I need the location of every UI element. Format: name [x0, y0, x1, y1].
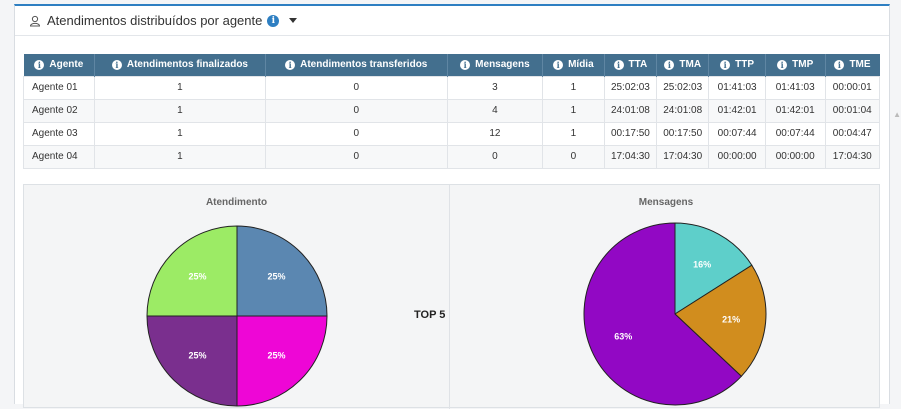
info-icon: i: [777, 60, 788, 71]
cell-midia: 1: [542, 98, 605, 123]
col-midia[interactable]: i Mídia: [542, 54, 605, 76]
table-row: Agente 04 1 0 0 0 17:04:30 17:04:30 00:0…: [22, 144, 881, 169]
cell-mensagens: 3: [446, 75, 544, 100]
cell-tta: 24:01:08: [603, 98, 658, 123]
pie-slice-label: 63%: [614, 331, 632, 341]
cell-tma: 00:17:50: [656, 121, 710, 146]
pie-slice[interactable]: [146, 315, 238, 407]
col-tta[interactable]: i TTA: [604, 54, 658, 76]
cell-tta: 00:17:50: [603, 121, 658, 146]
pie-slice-label: 25%: [267, 272, 285, 282]
top-5-label: TOP 5: [414, 309, 446, 321]
cell-finalizados: 1: [94, 98, 266, 123]
info-icon: i: [34, 60, 45, 71]
cell-ttp: 01:41:03: [708, 75, 766, 100]
agents-table: i Agente i Atendimentos finalizados i Atend…: [22, 54, 881, 169]
panel-title: Atendimentos distribuídos por agente: [47, 13, 263, 28]
col-mensagens[interactable]: i Mensagens: [447, 54, 544, 76]
pie-slice-label: 25%: [189, 350, 207, 360]
cell-finalizados: 1: [94, 144, 266, 169]
cell-finalizados: 1: [94, 75, 266, 100]
col-tme[interactable]: i TME: [825, 54, 880, 76]
cell-transferidos: 0: [264, 144, 448, 169]
cell-tma: 17:04:30: [656, 144, 710, 169]
cell-transferidos: 0: [264, 98, 448, 123]
pie-slice-label: 25%: [267, 350, 285, 360]
cell-finalizados: 1: [94, 121, 266, 146]
agent-distribution-panel: Atendimentos distribuídos por agente i i…: [14, 4, 890, 409]
cell-ttp: 00:00:00: [708, 144, 766, 169]
charts-area: Atendimento 25% 25% 25% 25% TOP 5 Mensagens…: [23, 184, 881, 409]
cell-tmp: 01:41:03: [764, 75, 826, 100]
pie-slice[interactable]: [236, 315, 328, 407]
cell-midia: 0: [542, 144, 605, 169]
pie-slice[interactable]: [674, 264, 767, 378]
mensagens-chart: Mensagens 16% 21% 63%: [451, 185, 881, 409]
col-ttp[interactable]: i TTP: [708, 54, 766, 76]
cell-transferidos: 0: [264, 75, 448, 100]
info-icon: i: [834, 60, 845, 71]
cell-agente: Agente 02: [22, 98, 96, 123]
cell-agente: Agente 04: [22, 144, 96, 169]
atendimento-pie: 25% 25% 25% 25%: [146, 225, 328, 407]
cell-tma: 25:02:03: [656, 75, 710, 100]
cell-tme: 00:00:01: [824, 75, 881, 100]
info-icon: i: [664, 60, 675, 71]
col-agente[interactable]: i Agente: [23, 54, 96, 76]
table-header-row: i Agente i Atendimentos finalizados i Atend…: [23, 54, 880, 76]
table-row: Agente 01 1 0 3 1 25:02:03 25:02:03 01:4…: [22, 75, 881, 100]
mensagens-pie: 16% 21% 63%: [583, 222, 767, 406]
cell-agente: Agente 03: [22, 121, 96, 146]
cell-tmp: 00:00:00: [764, 144, 826, 169]
table-row: Agente 02 1 0 4 1 24:01:08 24:01:08 01:4…: [22, 98, 881, 123]
cell-tta: 17:04:30: [603, 144, 658, 169]
col-atendimentos-finalizados[interactable]: i Atendimentos finalizados: [94, 54, 266, 76]
cell-transferidos: 0: [264, 121, 448, 146]
cell-midia: 1: [542, 75, 605, 100]
info-icon: i: [460, 60, 471, 71]
cell-tme: 00:01:04: [824, 98, 881, 123]
cell-tmp: 01:42:01: [764, 98, 826, 123]
cell-midia: 1: [542, 121, 605, 146]
cell-tme: 17:04:30: [824, 144, 881, 169]
atendimento-chart: Atendimento 25% 25% 25% 25%: [24, 185, 450, 409]
cell-tta: 25:02:03: [603, 75, 658, 100]
pie-slice[interactable]: [146, 225, 238, 317]
scroll-arrow-icon[interactable]: ▲: [893, 110, 901, 119]
info-icon: i: [720, 60, 731, 71]
cell-tmp: 00:07:44: [764, 121, 826, 146]
cell-ttp: 00:07:44: [708, 121, 766, 146]
info-icon: i: [111, 60, 122, 71]
cell-tma: 24:01:08: [656, 98, 710, 123]
pie-slice-label: 25%: [189, 272, 207, 282]
pie-slice-label: 16%: [693, 260, 711, 270]
cell-mensagens: 4: [446, 98, 544, 123]
user-icon: [29, 15, 41, 26]
info-icon[interactable]: i: [267, 14, 280, 27]
cell-tme: 00:04:47: [824, 121, 881, 146]
cell-ttp: 01:42:01: [708, 98, 766, 123]
mensagens-chart-title: Mensagens: [638, 197, 694, 208]
col-atendimentos-transferidos[interactable]: i Atendimentos transferidos: [265, 54, 448, 76]
caret-down-icon[interactable]: [289, 18, 298, 23]
pie-slice[interactable]: [236, 225, 328, 317]
cell-mensagens: 12: [446, 121, 544, 146]
cell-agente: Agente 01: [22, 75, 96, 100]
info-icon: i: [285, 60, 296, 71]
pie-slice-label: 21%: [722, 314, 740, 324]
info-icon: i: [553, 60, 564, 71]
cell-mensagens: 0: [446, 144, 544, 169]
panel-header[interactable]: Atendimentos distribuídos por agente i: [15, 6, 889, 36]
table-row: Agente 03 1 0 12 1 00:17:50 00:17:50 00:…: [22, 121, 881, 146]
atendimento-chart-title: Atendimento: [205, 197, 268, 208]
info-icon: i: [613, 60, 624, 71]
col-tmp[interactable]: i TMP: [765, 54, 826, 76]
pie-slice[interactable]: [674, 222, 753, 315]
col-tma[interactable]: i TMA: [656, 54, 710, 76]
